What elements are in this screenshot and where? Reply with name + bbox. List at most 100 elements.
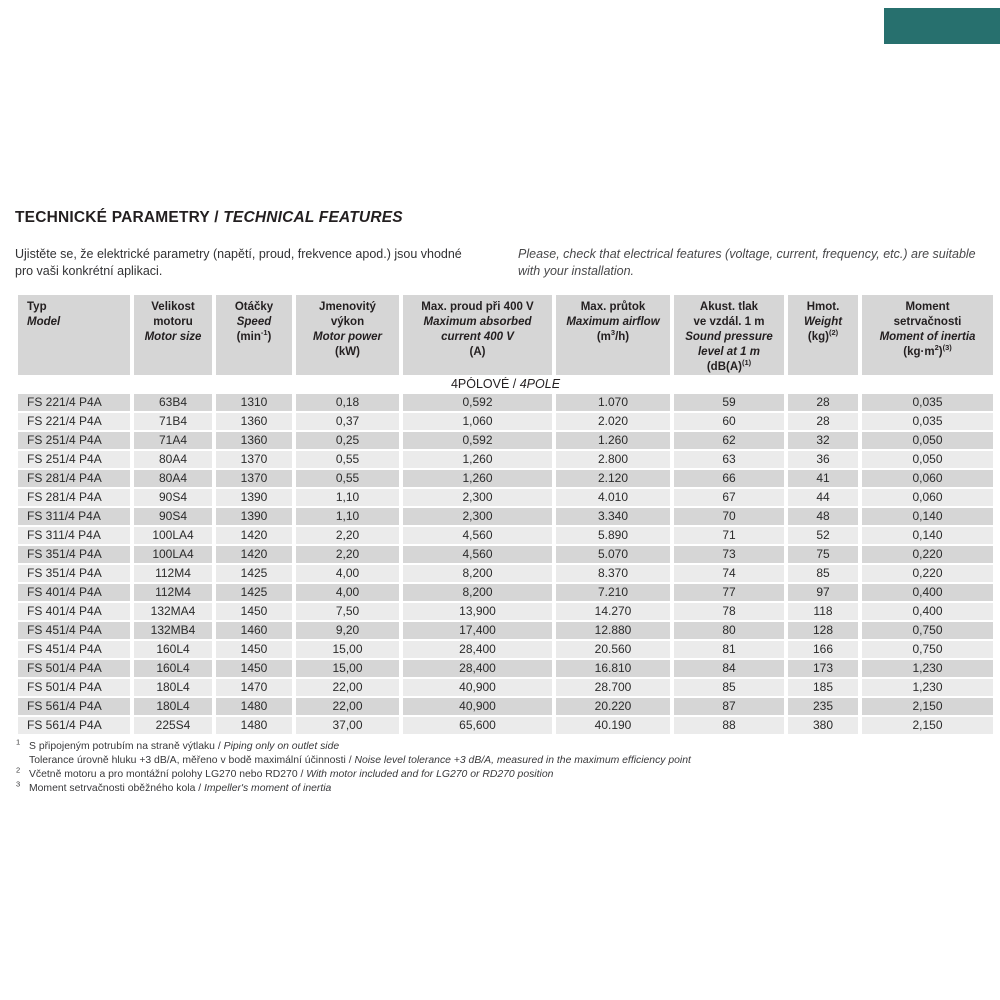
column-header-9: Moment setrvačnosti Moment of inertia (kg·m… bbox=[862, 295, 993, 375]
data-cell: 0,035 bbox=[862, 412, 993, 430]
table-row: FS 251/4 P4A 80A4 1370 0,55 1,260 2.800 63 36 0,… bbox=[18, 450, 993, 468]
data-cell: 1420 bbox=[216, 545, 292, 563]
model-cell: FS 561/4 P4A bbox=[18, 697, 130, 715]
table-row: FS 501/4 P4A 160L4 1450 15,00 28,400 16.810 84… bbox=[18, 659, 993, 677]
section-label-en: 4POLE bbox=[519, 376, 561, 391]
footnote-line: Tolerance úrovně hluku +3 dB/A, měřeno v… bbox=[16, 754, 986, 768]
data-cell: 4,00 bbox=[296, 564, 399, 582]
model-cell: FS 501/4 P4A bbox=[18, 678, 130, 696]
model-cell: FS 401/4 P4A bbox=[18, 583, 130, 601]
model-cell: FS 451/4 P4A bbox=[18, 621, 130, 639]
data-cell: 66 bbox=[674, 469, 784, 487]
data-cell: 1425 bbox=[216, 583, 292, 601]
data-cell: 62 bbox=[674, 431, 784, 449]
table-row: FS 311/4 P4A 90S4 1390 1,10 2,300 3.340 70 48 0,… bbox=[18, 507, 993, 525]
data-cell: 5.070 bbox=[556, 545, 670, 563]
data-cell: 185 bbox=[788, 678, 858, 696]
column-header-3: Otáčky Speed (min-1) bbox=[216, 295, 292, 375]
table-row: FS 351/4 P4A 100LA4 1420 2,20 4,560 5.070 73 75… bbox=[18, 545, 993, 563]
data-cell: 112M4 bbox=[134, 564, 212, 582]
data-cell: 4,560 bbox=[403, 526, 552, 544]
model-cell: FS 351/4 P4A bbox=[18, 564, 130, 582]
data-cell: 71A4 bbox=[134, 431, 212, 449]
data-cell: 8,200 bbox=[403, 583, 552, 601]
data-cell: 7,50 bbox=[296, 602, 399, 620]
data-cell: 52 bbox=[788, 526, 858, 544]
data-cell: 63 bbox=[674, 450, 784, 468]
data-cell: 78 bbox=[674, 602, 784, 620]
table-row: FS 281/4 P4A 90S4 1390 1,10 2,300 4.010 67 44 0,… bbox=[18, 488, 993, 506]
data-cell: 132MB4 bbox=[134, 621, 212, 639]
model-cell: FS 281/4 P4A bbox=[18, 488, 130, 506]
data-cell: 88 bbox=[674, 716, 784, 734]
section-label: 4PÓLOVÉ / 4POLE bbox=[18, 376, 993, 392]
data-cell: 9,20 bbox=[296, 621, 399, 639]
data-cell: 225S4 bbox=[134, 716, 212, 734]
data-cell: 4.010 bbox=[556, 488, 670, 506]
technical-features-table: Typ Model Velikost motoru Motor size Otáčky Sp… bbox=[14, 293, 997, 736]
data-cell: 1,260 bbox=[403, 469, 552, 487]
data-cell: 8.370 bbox=[556, 564, 670, 582]
data-cell: 235 bbox=[788, 697, 858, 715]
data-cell: 0,400 bbox=[862, 583, 993, 601]
data-cell: 160L4 bbox=[134, 659, 212, 677]
data-cell: 32 bbox=[788, 431, 858, 449]
intro-paragraph-cz: Ujistěte se, že elektrické parametry (na… bbox=[15, 246, 462, 278]
table-row: FS 401/4 P4A 132MA4 1450 7,50 13,900 14.270 78… bbox=[18, 602, 993, 620]
data-cell: 28,400 bbox=[403, 640, 552, 658]
data-cell: 40.190 bbox=[556, 716, 670, 734]
data-cell: 1390 bbox=[216, 488, 292, 506]
data-cell: 44 bbox=[788, 488, 858, 506]
table-row: FS 401/4 P4A 112M4 1425 4,00 8,200 7.210 77 97 0… bbox=[18, 583, 993, 601]
data-cell: 1.070 bbox=[556, 393, 670, 411]
table-row: FS 221/4 P4A 71B4 1360 0,37 1,060 2.020 60 28 0,… bbox=[18, 412, 993, 430]
data-cell: 4,00 bbox=[296, 583, 399, 601]
model-cell: FS 251/4 P4A bbox=[18, 431, 130, 449]
footnote-line: 2 Včetně motoru a pro montážní polohy LG2… bbox=[16, 766, 986, 782]
data-cell: 16.810 bbox=[556, 659, 670, 677]
data-cell: 20.560 bbox=[556, 640, 670, 658]
data-cell: 2,300 bbox=[403, 507, 552, 525]
data-cell: 1450 bbox=[216, 602, 292, 620]
footnotes: 1 S připojeným potrubím na straně výtlaku… bbox=[16, 738, 986, 796]
data-cell: 0,220 bbox=[862, 564, 993, 582]
intro-paragraph-en: Please, check that electrical features (… bbox=[518, 246, 976, 278]
data-cell: 2,300 bbox=[403, 488, 552, 506]
data-cell: 128 bbox=[788, 621, 858, 639]
data-cell: 74 bbox=[674, 564, 784, 582]
data-cell: 180L4 bbox=[134, 697, 212, 715]
data-cell: 2,20 bbox=[296, 545, 399, 563]
data-cell: 1,260 bbox=[403, 450, 552, 468]
data-cell: 85 bbox=[788, 564, 858, 582]
data-cell: 15,00 bbox=[296, 659, 399, 677]
footnote-text: Moment setrvačnosti oběžného kola / Impe… bbox=[29, 783, 332, 795]
data-cell: 160L4 bbox=[134, 640, 212, 658]
data-cell: 20.220 bbox=[556, 697, 670, 715]
data-cell: 80A4 bbox=[134, 450, 212, 468]
data-cell: 48 bbox=[788, 507, 858, 525]
footnote-text: Včetně motoru a pro montážní polohy LG27… bbox=[29, 769, 554, 781]
data-cell: 0,25 bbox=[296, 431, 399, 449]
table-row: FS 451/4 P4A 132MB4 1460 9,20 17,400 12.880 80… bbox=[18, 621, 993, 639]
data-cell: 1470 bbox=[216, 678, 292, 696]
model-cell: FS 561/4 P4A bbox=[18, 716, 130, 734]
page-title: TECHNICKÉ PARAMETRY / TECHNICAL FEATURES bbox=[15, 209, 403, 227]
column-header-2: Velikost motoru Motor size bbox=[134, 295, 212, 375]
data-cell: 1425 bbox=[216, 564, 292, 582]
data-cell: 67 bbox=[674, 488, 784, 506]
column-header-5: Max. proud při 400 V Maximum absorbed curr… bbox=[403, 295, 552, 375]
data-cell: 1450 bbox=[216, 640, 292, 658]
data-cell: 4,560 bbox=[403, 545, 552, 563]
data-cell: 1420 bbox=[216, 526, 292, 544]
data-cell: 71B4 bbox=[134, 412, 212, 430]
data-cell: 100LA4 bbox=[134, 526, 212, 544]
data-cell: 0,18 bbox=[296, 393, 399, 411]
data-cell: 80A4 bbox=[134, 469, 212, 487]
data-cell: 5.890 bbox=[556, 526, 670, 544]
data-cell: 63B4 bbox=[134, 393, 212, 411]
data-cell: 2.120 bbox=[556, 469, 670, 487]
model-cell: FS 251/4 P4A bbox=[18, 450, 130, 468]
data-cell: 1310 bbox=[216, 393, 292, 411]
data-cell: 77 bbox=[674, 583, 784, 601]
